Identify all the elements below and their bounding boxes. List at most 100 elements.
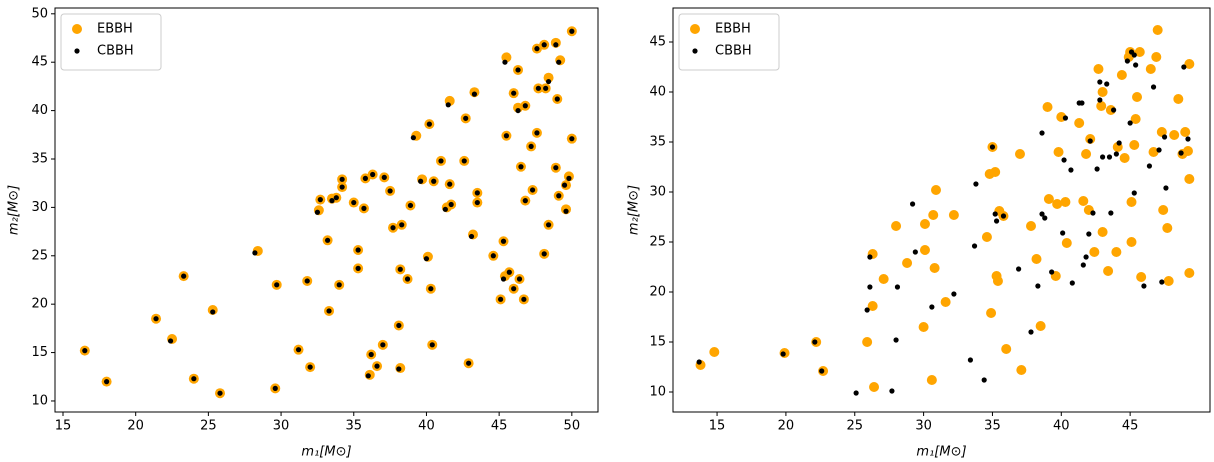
x-tick-label: 50 — [564, 419, 581, 434]
point — [1060, 197, 1071, 207]
point — [1182, 146, 1193, 156]
point — [497, 296, 504, 302]
point — [554, 96, 560, 102]
point — [1079, 100, 1085, 106]
point — [500, 276, 507, 282]
point — [929, 304, 935, 310]
point — [448, 201, 454, 208]
point — [515, 107, 521, 114]
point — [191, 376, 197, 382]
axes-frame — [672, 7, 1211, 413]
point — [317, 197, 323, 203]
point — [1042, 215, 1048, 221]
point — [1081, 149, 1092, 159]
y-tick-label: 40 — [31, 103, 48, 118]
point — [951, 291, 957, 297]
point — [989, 144, 996, 150]
point — [1026, 221, 1036, 231]
point — [217, 390, 223, 396]
point — [1062, 115, 1069, 121]
legend-frame — [678, 13, 780, 71]
x-axis-label: m₁[M⊙] — [916, 445, 966, 460]
x-tick-label: 30 — [273, 419, 290, 434]
legend-marker — [692, 48, 698, 54]
x-tick-label: 15 — [709, 419, 726, 434]
point — [1131, 190, 1137, 196]
point — [438, 158, 444, 164]
point — [1184, 59, 1195, 69]
point — [1043, 194, 1054, 204]
point — [918, 322, 929, 332]
point — [1126, 197, 1137, 207]
x-tick-label: 45 — [1122, 419, 1139, 434]
point — [967, 357, 974, 363]
point — [515, 67, 521, 73]
point — [1111, 107, 1117, 113]
point — [426, 121, 432, 127]
point — [556, 193, 562, 199]
y-tick-label: 30 — [649, 185, 666, 200]
point — [992, 211, 998, 217]
point — [1028, 329, 1034, 335]
point — [534, 130, 540, 136]
point — [362, 175, 368, 181]
point — [1162, 223, 1173, 233]
point — [563, 208, 569, 214]
point — [1096, 101, 1107, 111]
point — [543, 85, 549, 91]
point — [1086, 231, 1092, 237]
point — [1178, 150, 1184, 156]
legend-frame — [60, 13, 162, 71]
point — [992, 276, 1003, 286]
panel: 15 20 25 30 35 40 45 50 10 15 20 25 30 35 40 45 50 m₁[M⊙]… — [7, 6, 599, 460]
point — [541, 42, 547, 48]
point — [1069, 280, 1075, 286]
point — [1134, 47, 1145, 57]
point — [380, 342, 386, 348]
point — [1113, 151, 1119, 157]
point — [1156, 147, 1162, 153]
x-tick-label: 15 — [55, 419, 72, 434]
x-tick-label: 20 — [778, 419, 795, 434]
point — [1132, 92, 1143, 102]
point — [181, 273, 187, 279]
point — [893, 337, 899, 343]
point — [569, 136, 575, 142]
point — [709, 347, 720, 357]
point — [1016, 365, 1027, 375]
point — [466, 360, 472, 366]
y-tick-label: 25 — [649, 235, 666, 250]
x-tick-label: 30 — [915, 419, 932, 434]
point — [535, 85, 541, 91]
point — [1127, 120, 1133, 126]
legend-label: EBBH — [97, 22, 133, 37]
point — [502, 59, 508, 65]
point — [374, 363, 380, 369]
point — [428, 286, 434, 292]
point — [891, 221, 902, 231]
y-tick-label: 25 — [31, 248, 48, 263]
point — [1169, 130, 1180, 140]
point — [1049, 269, 1055, 275]
point — [442, 206, 448, 212]
point — [1061, 238, 1072, 248]
point — [1097, 87, 1108, 97]
point — [1180, 127, 1191, 137]
point — [986, 308, 997, 318]
point — [339, 176, 345, 182]
point — [1131, 52, 1137, 58]
point — [252, 250, 258, 256]
point — [1080, 262, 1086, 268]
point — [930, 185, 941, 195]
point — [929, 263, 940, 273]
y-tick-label: 20 — [649, 285, 666, 300]
point — [1151, 52, 1162, 62]
point — [1097, 227, 1108, 237]
y-tick-label: 40 — [649, 85, 666, 100]
point — [864, 307, 870, 313]
point — [1100, 154, 1106, 160]
y-tick-label: 10 — [649, 385, 666, 400]
point — [1052, 199, 1063, 209]
point — [365, 373, 371, 379]
point — [1146, 163, 1153, 169]
